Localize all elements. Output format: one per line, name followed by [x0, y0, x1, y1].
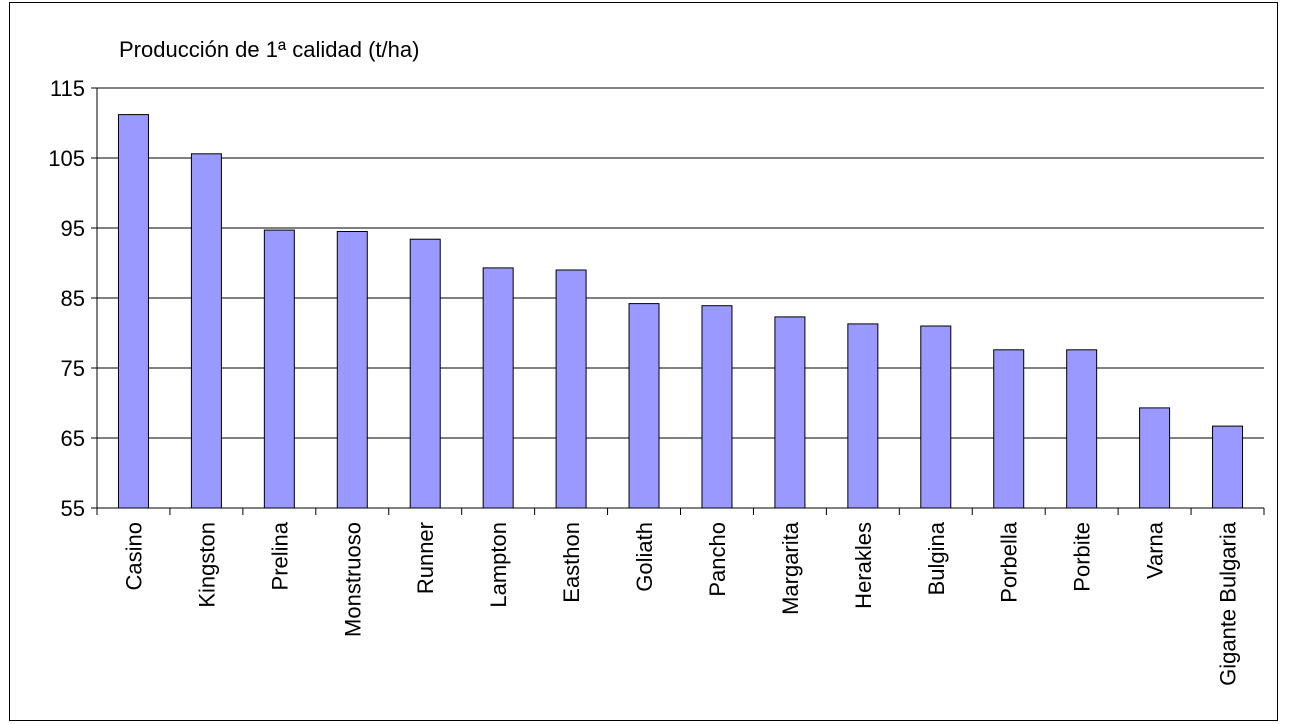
y-tick-label: 85 [61, 286, 85, 311]
x-tick-label: Varna [1143, 521, 1168, 579]
x-tick-label: Casino [121, 522, 146, 590]
bar-kingston [190, 153, 222, 509]
bar-porbella [993, 349, 1025, 509]
chart-frame [9, 2, 1278, 721]
bar-casino [117, 114, 149, 509]
bar-porbite [1066, 349, 1098, 509]
x-tick-label: Goliath [632, 522, 657, 592]
x-tick-label: Porbella [997, 521, 1022, 602]
x-tick-label: Lampton [486, 522, 511, 608]
x-tick-label: Gigante Bulgaria [1216, 521, 1241, 686]
bar-easthon [555, 269, 587, 509]
bar-margarita [774, 316, 806, 509]
bar-goliath [628, 303, 660, 509]
x-tick-label: Margarita [778, 521, 803, 615]
bars [117, 114, 1244, 509]
y-tick-label: 55 [61, 496, 85, 521]
x-tick-label: Bulgina [924, 521, 949, 595]
bar-herakles [847, 323, 879, 509]
x-tick-label: Porbite [1070, 522, 1095, 592]
y-tick-label: 105 [48, 146, 85, 171]
y-tick-label: 65 [61, 426, 85, 451]
y-tick-labels: 55 65 75 85 95 105 115 [48, 76, 85, 521]
x-tick-label: Monstruoso [340, 522, 365, 637]
x-tick-label: Herakles [851, 522, 876, 609]
y-tick-label: 95 [61, 216, 85, 241]
bar-bulgina [920, 325, 952, 509]
chart-title: Producción de 1ª calidad (t/ha) [119, 37, 419, 62]
bar-runner [409, 238, 441, 509]
x-tick-label: Easthon [559, 522, 584, 603]
bar-gigante-bulgaria [1212, 425, 1244, 509]
y-tick-label: 115 [50, 76, 85, 101]
bar-pancho [701, 305, 733, 509]
x-tick-label: Kingston [194, 522, 219, 608]
bar-varna [1139, 407, 1171, 509]
bar-prelina [263, 229, 295, 509]
y-tick-label: 75 [61, 356, 85, 381]
bar-monstruoso [336, 231, 368, 509]
x-tick-labels: Casino Kingston Prelina Monstruoso Runner Lam… [121, 521, 1240, 686]
bar-lampton [482, 267, 514, 509]
x-tick-label: Prelina [267, 521, 292, 590]
x-tick-label: Runner [413, 522, 438, 594]
axes [91, 87, 1265, 515]
x-tick-label: Pancho [705, 522, 730, 597]
